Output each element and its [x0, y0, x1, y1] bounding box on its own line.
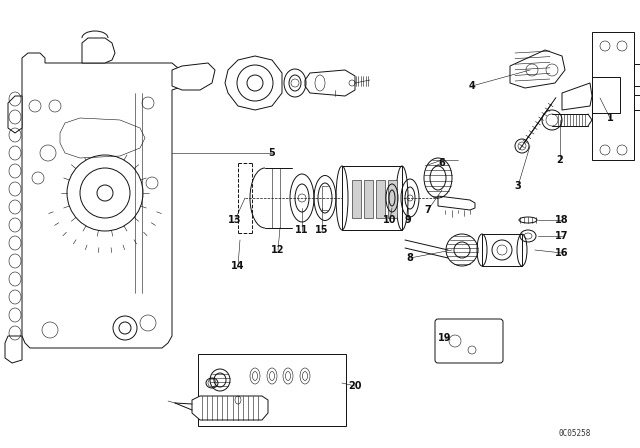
Polygon shape — [60, 118, 145, 158]
Text: 10: 10 — [383, 215, 397, 225]
Polygon shape — [8, 96, 22, 133]
Bar — [352, 180, 361, 218]
Bar — [592, 32, 634, 160]
Bar — [376, 180, 385, 218]
Bar — [634, 95, 640, 110]
Text: 5: 5 — [269, 148, 275, 158]
Bar — [634, 64, 640, 86]
FancyBboxPatch shape — [435, 319, 503, 363]
Text: 2: 2 — [557, 155, 563, 165]
Polygon shape — [305, 70, 355, 96]
Text: 0C05258: 0C05258 — [559, 428, 591, 438]
Text: 17: 17 — [556, 231, 569, 241]
Text: 12: 12 — [271, 245, 285, 255]
Text: 18: 18 — [555, 215, 569, 225]
Polygon shape — [438, 196, 475, 210]
Polygon shape — [510, 50, 565, 88]
Text: 13: 13 — [228, 215, 242, 225]
Polygon shape — [172, 63, 215, 90]
Text: 3: 3 — [515, 181, 522, 191]
Text: 9: 9 — [404, 215, 412, 225]
Bar — [342, 166, 402, 230]
Polygon shape — [82, 38, 115, 63]
Polygon shape — [192, 396, 268, 420]
Bar — [364, 180, 373, 218]
Text: 7: 7 — [424, 205, 431, 215]
Bar — [482, 234, 522, 266]
Polygon shape — [5, 336, 22, 363]
Text: 4: 4 — [468, 81, 476, 91]
Text: 19: 19 — [438, 333, 452, 343]
Text: 11: 11 — [295, 225, 308, 235]
Text: 8: 8 — [406, 253, 413, 263]
Polygon shape — [22, 53, 182, 348]
Polygon shape — [562, 83, 592, 110]
Bar — [388, 180, 397, 218]
Text: 15: 15 — [316, 225, 329, 235]
Bar — [198, 354, 346, 426]
Text: 6: 6 — [438, 158, 445, 168]
Text: 16: 16 — [556, 248, 569, 258]
Text: 1: 1 — [607, 113, 613, 123]
Bar — [592, 77, 620, 113]
Text: 14: 14 — [231, 261, 244, 271]
Text: 20: 20 — [348, 381, 362, 391]
Polygon shape — [225, 56, 282, 110]
